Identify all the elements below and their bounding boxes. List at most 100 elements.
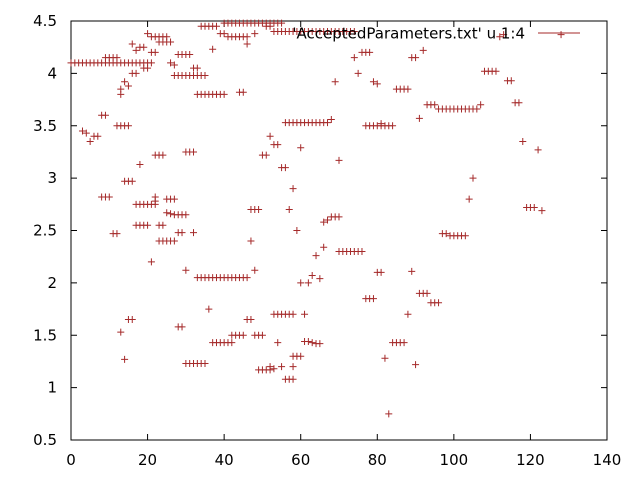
data-point xyxy=(304,279,312,287)
x-tick-label: 100 xyxy=(440,451,469,469)
data-point xyxy=(147,59,155,67)
data-point xyxy=(289,310,297,318)
data-point xyxy=(147,258,155,266)
x-tick-label: 80 xyxy=(368,451,387,469)
data-point xyxy=(117,328,125,336)
data-point xyxy=(331,78,339,86)
data-point xyxy=(297,279,305,287)
data-point xyxy=(144,221,152,229)
data-point xyxy=(243,33,251,41)
data-point xyxy=(117,90,125,98)
data-point xyxy=(101,111,109,119)
data-point xyxy=(178,229,186,237)
data-point xyxy=(507,77,515,85)
y-tick-label: 0.5 xyxy=(33,431,57,449)
data-point xyxy=(423,289,431,297)
y-tick-label: 2 xyxy=(47,274,57,292)
data-point xyxy=(251,266,259,274)
data-point xyxy=(163,209,171,217)
data-point xyxy=(304,338,312,346)
data-point xyxy=(178,323,186,331)
data-point xyxy=(320,218,328,226)
data-point xyxy=(308,272,316,280)
data-point xyxy=(320,243,328,251)
data-point xyxy=(201,360,209,368)
data-point xyxy=(557,31,565,39)
data-point xyxy=(151,197,159,205)
data-point xyxy=(262,151,270,159)
data-point xyxy=(350,27,358,35)
data-point xyxy=(538,207,546,215)
data-point xyxy=(316,340,324,348)
data-point xyxy=(519,137,527,145)
x-tick-label: 140 xyxy=(593,451,622,469)
data-point xyxy=(534,146,542,154)
data-point xyxy=(324,216,332,224)
data-point xyxy=(86,137,94,145)
data-point xyxy=(170,61,178,69)
data-point xyxy=(132,46,140,54)
y-tick-label: 3.5 xyxy=(33,117,57,135)
y-tick-label: 1 xyxy=(47,379,57,397)
data-point xyxy=(190,229,198,237)
data-point xyxy=(515,99,523,107)
data-point xyxy=(435,299,443,307)
data-point xyxy=(412,54,420,62)
data-point xyxy=(381,354,389,362)
x-tick-label: 40 xyxy=(215,451,234,469)
data-point xyxy=(209,45,217,53)
data-point xyxy=(132,69,140,77)
data-point xyxy=(151,48,159,56)
data-point xyxy=(266,22,274,30)
data-point xyxy=(170,195,178,203)
data-point xyxy=(220,90,228,98)
data-point xyxy=(354,69,362,77)
x-tick-label: 120 xyxy=(516,451,545,469)
data-point xyxy=(415,114,423,122)
data-point xyxy=(289,375,297,383)
data-point xyxy=(324,119,332,127)
y-tick-label: 4.5 xyxy=(33,12,57,30)
data-point xyxy=(419,46,427,54)
data-point xyxy=(255,206,263,214)
data-point xyxy=(412,361,420,369)
data-point xyxy=(289,363,297,371)
y-axis: 0.5 1 1.5 2 2.5 3 3.5 4 4.5 xyxy=(33,12,607,449)
data-point xyxy=(492,67,500,75)
data-point xyxy=(159,151,167,159)
x-tick-label: 20 xyxy=(138,451,157,469)
data-point xyxy=(404,85,412,93)
data-point xyxy=(400,339,408,347)
data-point xyxy=(121,355,129,363)
data-point xyxy=(124,122,132,130)
data-point xyxy=(94,132,102,140)
y-tick-label: 2.5 xyxy=(33,222,57,240)
data-point xyxy=(243,40,251,48)
data-point xyxy=(385,410,393,418)
data-point xyxy=(182,211,190,219)
data-point xyxy=(128,177,136,185)
data-point xyxy=(258,331,266,339)
data-point xyxy=(239,331,247,339)
data-point xyxy=(205,305,213,313)
data-point xyxy=(285,206,293,214)
data-points xyxy=(67,19,565,418)
data-point xyxy=(190,148,198,156)
data-point xyxy=(266,132,274,140)
plot-border xyxy=(70,20,608,441)
data-point xyxy=(461,232,469,240)
data-point xyxy=(121,78,129,86)
data-point xyxy=(530,203,538,211)
data-point xyxy=(220,30,228,38)
y-tick-label: 4 xyxy=(47,64,57,82)
data-point xyxy=(170,237,178,245)
data-point xyxy=(404,310,412,318)
data-point xyxy=(82,129,90,137)
data-point xyxy=(358,247,366,255)
data-point xyxy=(186,51,194,59)
data-point xyxy=(431,101,439,109)
data-point xyxy=(140,43,148,51)
y-tick-label: 1.5 xyxy=(33,326,57,344)
data-point xyxy=(366,48,374,56)
data-point xyxy=(243,274,251,282)
